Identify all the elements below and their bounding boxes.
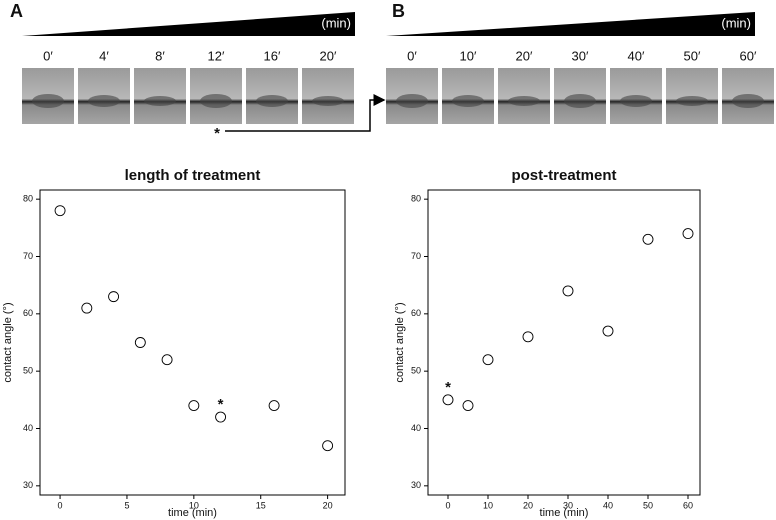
x-tick-label: 15 xyxy=(256,500,266,510)
point xyxy=(602,325,614,337)
y-tick-label: 30 xyxy=(23,480,33,490)
point xyxy=(134,337,146,348)
x-tick-label: 30 xyxy=(563,500,573,510)
drop xyxy=(144,96,176,106)
drop xyxy=(620,95,652,107)
panel-label: A xyxy=(10,1,23,21)
y-tick-label: 60 xyxy=(411,308,421,318)
time-label: 40′ xyxy=(628,48,645,63)
point xyxy=(562,285,574,297)
time-label: 4′ xyxy=(99,48,109,63)
y-tick-label: 30 xyxy=(411,480,421,490)
point xyxy=(462,400,474,412)
point xyxy=(215,411,227,423)
time-label: 0′ xyxy=(407,48,417,63)
y-tick-label: 70 xyxy=(411,251,421,261)
y-tick-label: 40 xyxy=(411,423,421,433)
time-label: 60′ xyxy=(740,48,757,63)
point xyxy=(54,205,66,217)
plot-frame xyxy=(427,189,701,496)
time-label: 10′ xyxy=(460,48,477,63)
x-tick-label: 10 xyxy=(189,500,199,510)
time-label: 30′ xyxy=(572,48,589,63)
point xyxy=(161,354,173,366)
unit-label: (min) xyxy=(321,15,351,30)
panel-label: B xyxy=(392,1,405,21)
x-tick-label: 40 xyxy=(603,500,613,510)
drop xyxy=(32,94,64,108)
x-tick-label: 0 xyxy=(58,500,63,510)
x-tick-label: 20 xyxy=(523,500,533,510)
drop xyxy=(508,96,540,106)
x-tick-label: 5 xyxy=(124,500,129,510)
chart-title: post-treatment xyxy=(511,167,616,184)
drop xyxy=(200,94,232,108)
drop xyxy=(256,95,288,107)
y-tick-label: 60 xyxy=(23,308,33,318)
point xyxy=(522,331,534,343)
y-tick-label: 40 xyxy=(23,423,33,433)
drop xyxy=(732,94,764,108)
y-axis-label: contact angle (°) xyxy=(394,302,406,382)
y-tick-label: 50 xyxy=(411,366,421,376)
x-tick-label: 60 xyxy=(683,500,693,510)
time-label: 50′ xyxy=(684,48,701,63)
point xyxy=(642,233,654,245)
time-label: 16′ xyxy=(264,48,281,63)
drop xyxy=(88,95,120,107)
x-tick-label: 50 xyxy=(643,500,653,510)
time-wedge xyxy=(22,12,355,36)
y-axis-label: contact angle (°) xyxy=(2,302,14,382)
time-label: 8′ xyxy=(155,48,165,63)
point xyxy=(682,228,694,240)
x-tick-label: 0 xyxy=(445,500,450,510)
point xyxy=(442,394,454,406)
annotation: * xyxy=(445,379,451,396)
x-tick-label: 20 xyxy=(323,500,333,510)
drop xyxy=(676,96,708,106)
drop xyxy=(452,95,484,107)
annotation: * xyxy=(218,396,224,413)
time-label: 12′ xyxy=(208,48,225,63)
marker-label: * xyxy=(214,125,220,142)
plot-frame xyxy=(39,189,346,496)
point xyxy=(482,354,494,366)
x-axis-label: time (min) xyxy=(168,507,217,519)
drop xyxy=(396,94,428,108)
time-label: 20′ xyxy=(320,48,337,63)
y-tick-label: 70 xyxy=(23,251,33,261)
point xyxy=(322,440,334,452)
arrow xyxy=(225,94,386,132)
y-tick-label: 80 xyxy=(411,194,421,204)
drop xyxy=(312,96,344,106)
y-tick-label: 80 xyxy=(23,194,33,204)
time-label: 0′ xyxy=(43,48,53,63)
time-label: 20′ xyxy=(516,48,533,63)
x-tick-label: 10 xyxy=(483,500,493,510)
y-tick-label: 50 xyxy=(23,366,33,376)
point xyxy=(81,302,93,314)
drop xyxy=(564,94,596,108)
time-wedge xyxy=(386,12,755,36)
point xyxy=(268,400,280,412)
point xyxy=(108,291,120,303)
unit-label: (min) xyxy=(721,15,751,30)
point xyxy=(188,400,200,412)
x-axis-label: time (min) xyxy=(540,507,589,519)
chart-title: length of treatment xyxy=(125,167,261,184)
